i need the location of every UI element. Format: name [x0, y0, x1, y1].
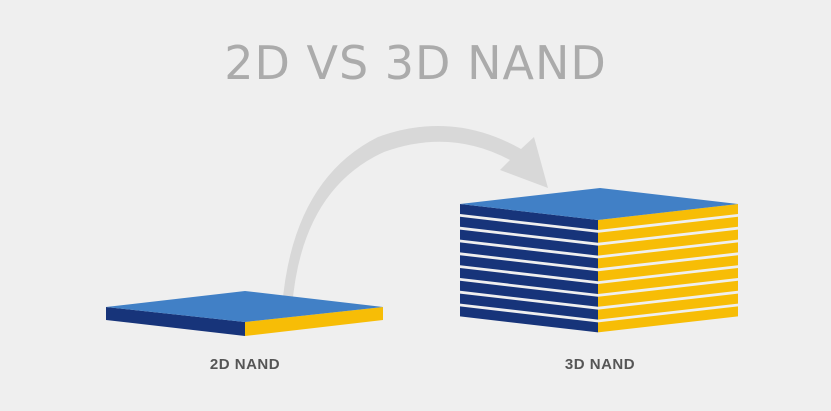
stack-layer-left-face [460, 242, 598, 269]
stack-top-face [460, 188, 738, 220]
stack-layer-right-face [598, 280, 738, 307]
stack-layer-right-face [598, 204, 738, 230]
stack-layer-left-face [460, 306, 598, 333]
stack-layer-right-face [598, 229, 738, 256]
stack-layer-left-face [460, 229, 598, 256]
stack-layer-left-face [460, 204, 598, 230]
stack-layer-right-face [598, 306, 738, 333]
stack-layer-left-face [460, 280, 598, 307]
2d-nand-slab [106, 291, 383, 336]
2d-slab-top-face [106, 291, 383, 322]
stack-layer-right-face [598, 268, 738, 294]
stack-layer-left-face [460, 268, 598, 294]
stack-layer-right-face [598, 255, 738, 282]
stack-layer-left-face [460, 293, 598, 320]
stack-layer-right-face [598, 242, 738, 269]
stack-layer-right-face [598, 216, 738, 243]
3d-nand-stack [460, 188, 738, 333]
2d-slab-right-face [245, 307, 383, 336]
2d-slab-left-face [106, 307, 245, 336]
stack-layer-left-face [460, 216, 598, 243]
3d-nand-label: 3D NAND [564, 356, 636, 373]
page-title: 2D VS 3D NAND [224, 36, 607, 90]
stack-layer-right-face [598, 293, 738, 320]
2d-nand-label: 2D NAND [209, 356, 281, 373]
curved-arrow-icon [282, 125, 548, 308]
stack-layer-left-face [460, 255, 598, 282]
